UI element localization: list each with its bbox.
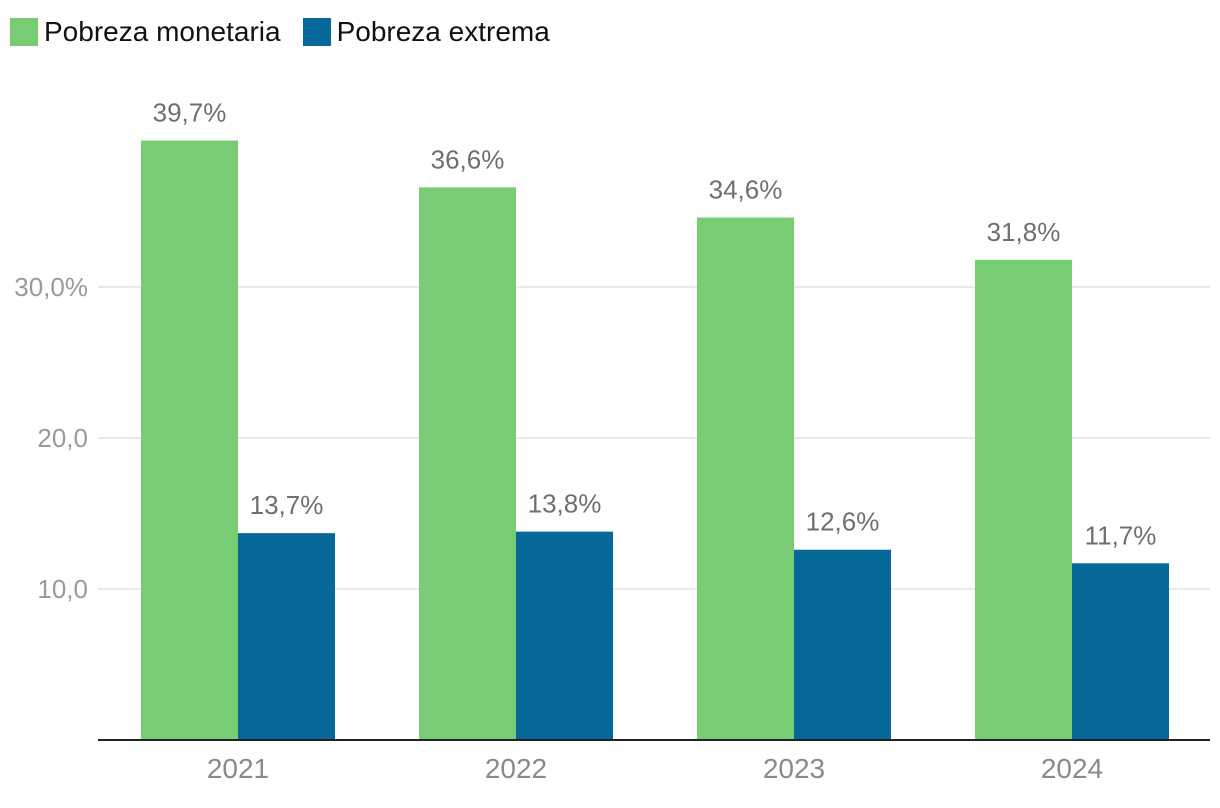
y-tick-label: 10,0: [37, 574, 88, 604]
data-label: 11,7%: [1085, 520, 1157, 550]
legend-label-extrema: Pobreza extrema: [336, 16, 550, 47]
x-tick-label: 2022: [485, 753, 547, 784]
bar-extrema: [238, 533, 335, 740]
bar-monetaria: [975, 259, 1072, 740]
bar-monetaria: [141, 140, 238, 740]
x-tick-label: 2023: [763, 753, 825, 784]
data-label: 36,6%: [431, 144, 505, 174]
x-tick-label: 2024: [1041, 753, 1103, 784]
y-tick-label: 30,0%: [14, 272, 88, 302]
bar-extrema: [1072, 563, 1169, 740]
legend-item-extrema: Pobreza extrema: [302, 16, 550, 48]
data-label: 31,8%: [987, 217, 1061, 247]
legend-label-monetaria: Pobreza monetaria: [44, 16, 281, 47]
bar-monetaria: [697, 217, 794, 741]
data-label: 12,6%: [806, 507, 880, 537]
bar-monetaria: [419, 187, 516, 741]
x-tick-label: 2021: [207, 753, 269, 784]
data-label: 13,7%: [250, 490, 324, 520]
legend-swatch-extrema: [302, 18, 331, 46]
legend: Pobreza monetaria Pobreza extrema: [10, 16, 572, 48]
legend-item-monetaria: Pobreza monetaria: [10, 16, 281, 48]
data-label: 13,8%: [528, 489, 602, 519]
bar-extrema: [794, 549, 891, 740]
data-label: 34,6%: [709, 175, 783, 205]
y-tick-label: 20,0: [37, 423, 88, 453]
bar-extrema: [516, 531, 613, 740]
legend-swatch-monetaria: [10, 18, 38, 46]
data-label: 39,7%: [153, 98, 227, 128]
